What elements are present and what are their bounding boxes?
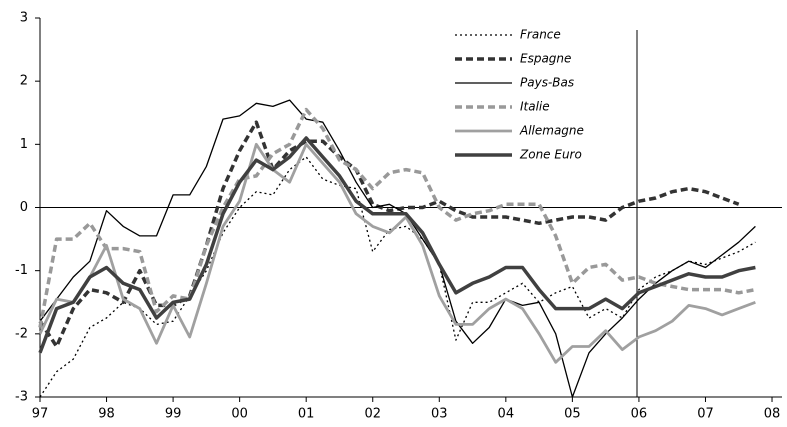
x-tick-label: 97 (32, 407, 49, 422)
y-tick-label: 1 (20, 137, 28, 152)
series-line (38, 120, 740, 349)
y-tick-label: -1 (15, 263, 28, 278)
legend-label: Espagne (520, 52, 571, 66)
series-line (38, 136, 756, 354)
series-line (38, 142, 756, 364)
x-tick-label: 02 (364, 407, 381, 422)
y-tick-label: 3 (20, 11, 28, 26)
y-tick-label: 2 (20, 74, 28, 89)
series-line (39, 156, 756, 398)
y-tick-label: -3 (15, 390, 28, 405)
x-tick-label: 98 (98, 407, 115, 422)
legend-label: France (520, 28, 561, 42)
x-tick-label: 04 (498, 407, 515, 422)
x-tick-label: 06 (631, 407, 648, 422)
legend-label: Pays-Bas (520, 76, 574, 90)
legend-label: Zone Euro (519, 148, 582, 162)
x-tick-label: 99 (165, 407, 182, 422)
legend-label: Allemagne (519, 124, 584, 138)
legend-label: Italie (520, 100, 550, 114)
x-tick-label: 05 (564, 407, 581, 422)
series-line (38, 107, 756, 328)
series-line (39, 99, 756, 398)
y-tick-label: 0 (20, 200, 28, 215)
x-tick-label: 03 (431, 407, 448, 422)
x-tick-label: 07 (697, 407, 714, 422)
y-tick-label: -2 (15, 326, 28, 341)
x-tick-label: 08 (764, 407, 781, 422)
x-tick-label: 01 (298, 407, 315, 422)
x-tick-label: 00 (231, 407, 248, 422)
